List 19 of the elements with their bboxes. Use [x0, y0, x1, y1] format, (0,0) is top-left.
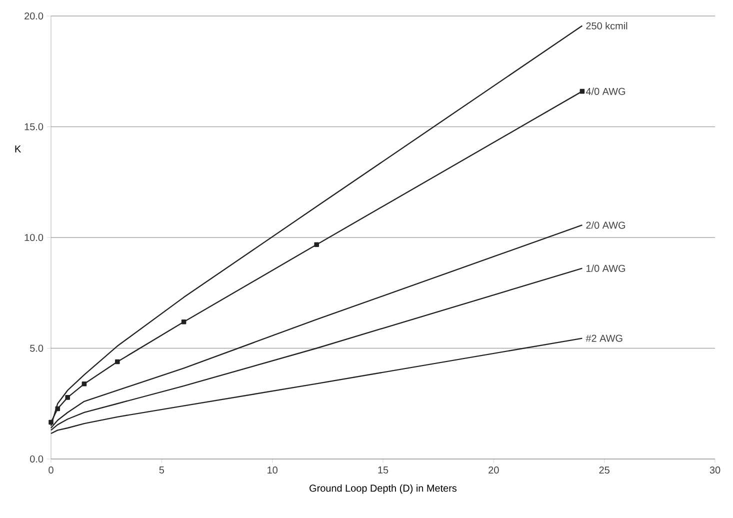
x-tick-label: 25: [599, 466, 610, 474]
y-axis-title: K: [15, 145, 22, 152]
x-tick-label: 20: [488, 466, 499, 474]
y-tick-label: 0.0: [30, 455, 44, 463]
x-tick-label: 0: [48, 466, 54, 474]
y-tick-label: 20.0: [24, 12, 44, 20]
x-tick-label: 30: [710, 466, 720, 474]
y-tick-label: 15.0: [24, 123, 44, 130]
y-tick-label: 10.0: [24, 234, 44, 242]
series-label: 1/0 AWG: [586, 264, 626, 272]
series-label: #2 AWG: [586, 334, 622, 342]
y-tick-label: 5.0: [30, 344, 44, 352]
x-tick-label: 10: [268, 466, 278, 474]
x-axis-title: Ground Loop Depth (D) in Meters: [310, 484, 457, 494]
x-tick-label: 5: [159, 466, 164, 474]
series-label: 2/0 AWG: [586, 221, 626, 229]
x-tick-label: 15: [378, 466, 388, 474]
series-label: 250 kcmil: [586, 22, 628, 30]
series-label: 4/0 AWG: [586, 88, 626, 95]
